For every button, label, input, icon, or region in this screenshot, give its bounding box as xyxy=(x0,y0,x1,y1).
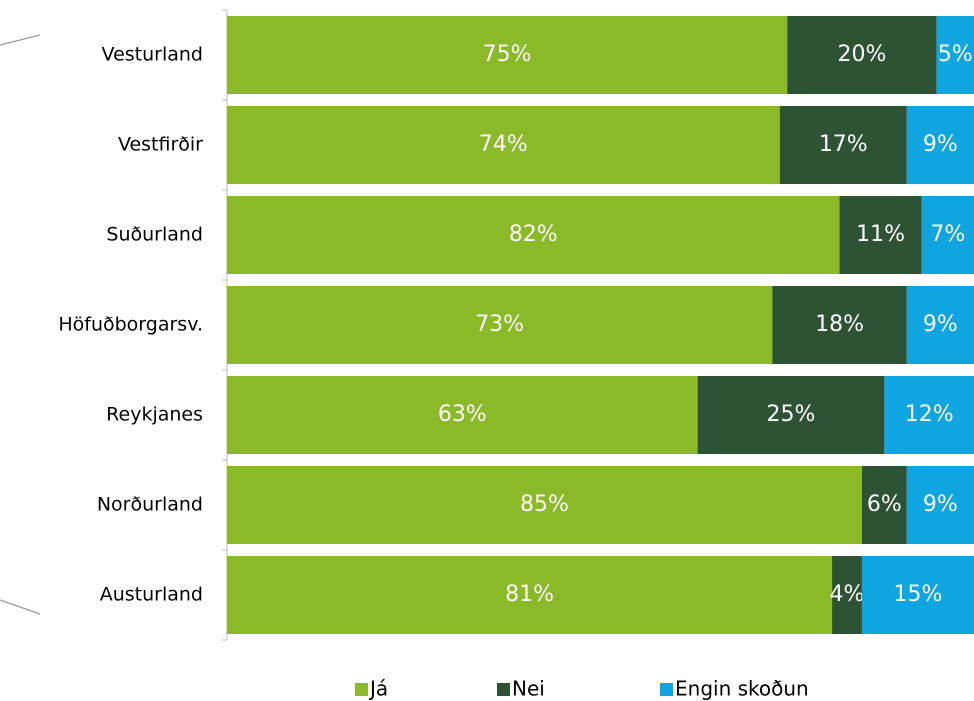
bar-segment xyxy=(697,376,885,454)
value-label: 18% xyxy=(815,312,864,337)
value-label: 9% xyxy=(923,132,958,157)
bar-segment xyxy=(906,106,974,184)
value-label: 11% xyxy=(856,222,905,247)
value-label: 75% xyxy=(483,42,532,67)
value-label: 9% xyxy=(923,312,958,337)
bar-segment xyxy=(906,466,974,544)
bar-segment xyxy=(227,376,698,454)
bar-segment xyxy=(832,556,862,634)
bar-segment xyxy=(779,106,907,184)
legend-label: Nei xyxy=(512,677,545,701)
bar-segment xyxy=(884,376,974,454)
bar-segment xyxy=(839,196,922,274)
category-label: Reykjanes xyxy=(106,404,203,426)
bar-segment xyxy=(861,466,907,544)
bar-segment xyxy=(906,286,974,364)
bar-segment xyxy=(227,556,833,634)
decor-line xyxy=(0,599,41,615)
value-label: 25% xyxy=(767,402,816,427)
bar-segment xyxy=(921,196,974,274)
value-label: 20% xyxy=(837,42,886,67)
category-label: Vestfirðir xyxy=(118,134,203,156)
category-label: Höfuðborgarsv. xyxy=(58,314,203,336)
category-label: Suðurland xyxy=(106,224,203,246)
value-label: 73% xyxy=(475,312,524,337)
value-label: 6% xyxy=(867,492,902,517)
bar-segment xyxy=(787,16,937,94)
value-label: 82% xyxy=(509,222,558,247)
legend-swatch xyxy=(497,683,510,696)
value-label: 17% xyxy=(819,132,868,157)
bar-segment xyxy=(227,286,773,364)
value-label: 15% xyxy=(894,582,943,607)
bar-segment xyxy=(772,286,907,364)
value-label: 12% xyxy=(905,402,954,427)
category-label: Norðurland xyxy=(97,494,203,516)
bar-segment xyxy=(227,16,788,94)
decor-line xyxy=(0,34,41,46)
bar-segment xyxy=(227,466,862,544)
legend-swatch xyxy=(660,683,673,696)
bar-segment xyxy=(227,196,840,274)
value-label: 9% xyxy=(923,492,958,517)
legend-label: Engin skoðun xyxy=(675,677,809,701)
legend-label: Já xyxy=(368,677,388,701)
legend-swatch xyxy=(355,683,368,696)
value-label: 5% xyxy=(938,42,973,67)
value-label: 85% xyxy=(520,492,569,517)
category-label: Vesturland xyxy=(102,44,203,66)
value-label: 7% xyxy=(930,222,965,247)
bar-segment xyxy=(861,556,974,634)
value-label: 74% xyxy=(479,132,528,157)
value-label: 4% xyxy=(830,582,865,607)
bar-segment xyxy=(936,16,974,94)
bar-segment xyxy=(227,106,780,184)
category-label: Austurland xyxy=(100,584,203,606)
value-label: 63% xyxy=(438,402,487,427)
value-label: 81% xyxy=(505,582,554,607)
